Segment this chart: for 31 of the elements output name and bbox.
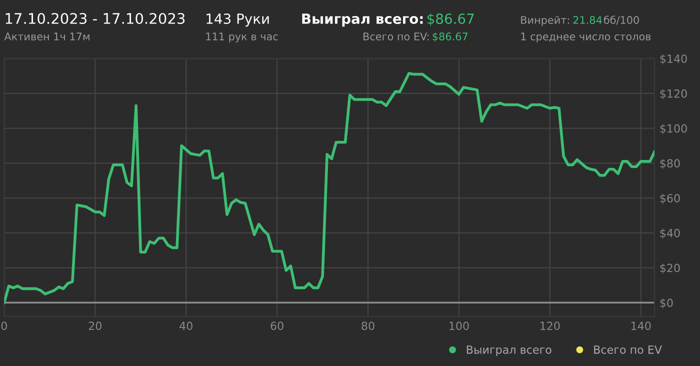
y-tick-label: $20: [660, 264, 680, 274]
y-tick-label: $0: [660, 298, 673, 308]
text: 1 среднее число столов: [521, 32, 651, 42]
x-tick-label: 80: [362, 322, 374, 330]
line-series: [4, 72, 654, 304]
text: 111 рук в час: [206, 32, 278, 42]
y-tick-label: $120: [660, 89, 687, 100]
text: Всего по EV:: [364, 32, 429, 40]
y-tick-label: $100: [660, 124, 687, 134]
chart-title: 17.10.2023 - 17.10.2023: [6, 12, 185, 24]
x-tick-label: 140: [631, 322, 651, 330]
y-tick-label: $40: [660, 228, 680, 239]
y-tick-label: $60: [660, 194, 680, 204]
legend-label: Всего по EV: [594, 346, 662, 354]
chart-subtitle: Активен 1ч 17м: [4, 32, 90, 40]
text: Винрейт:: [521, 16, 569, 26]
x-tick-label: 60: [270, 322, 284, 330]
x-tick-label: 20: [88, 322, 102, 330]
y-tick-label: $140: [660, 54, 687, 64]
text: $86.67: [427, 13, 474, 26]
text: $86.67: [432, 32, 468, 42]
legend-label: Выиграл всего: [466, 346, 552, 356]
x-tick-label: 120: [540, 322, 560, 330]
x-tick-label: 0: [1, 322, 7, 330]
text: 21.84: [573, 16, 602, 24]
y-tick-label: $80: [660, 158, 680, 170]
x-tick-label: 100: [450, 322, 469, 330]
text: бб/100: [604, 16, 639, 25]
text: 143 Руки: [206, 13, 269, 27]
x-tick-label: 40: [180, 322, 192, 330]
text: Выиграл всего:: [302, 14, 423, 27]
